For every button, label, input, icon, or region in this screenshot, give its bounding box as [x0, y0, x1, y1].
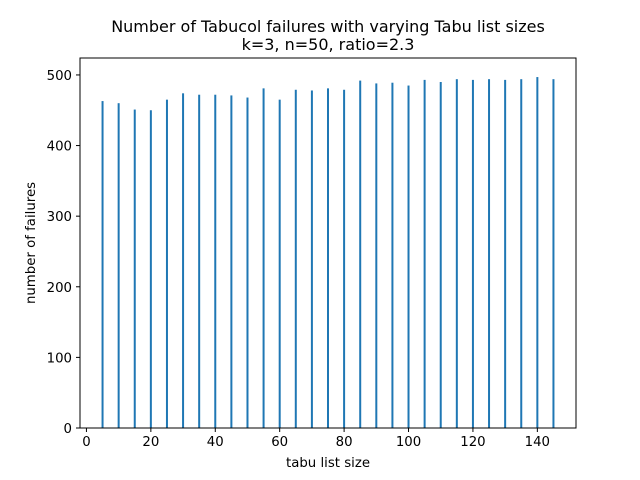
x-tick-label: 20	[142, 435, 159, 450]
y-tick-label: 300	[47, 210, 72, 225]
chart-title: Number of Tabucol failures with varying …	[111, 17, 545, 36]
bar	[262, 88, 265, 429]
bar	[327, 88, 329, 429]
bar	[278, 99, 281, 428]
y-tick-label: 200	[47, 281, 72, 296]
y-tick-label: 100	[47, 351, 72, 366]
bar	[246, 97, 249, 428]
x-tick-label: 60	[271, 435, 288, 450]
x-tick-label: 0	[82, 435, 90, 450]
y-axis-label: number of failures	[24, 182, 39, 304]
chart-subtitle: k=3, n=50, ratio=2.3	[242, 35, 415, 54]
plot-area-frame	[79, 57, 577, 429]
bar	[471, 79, 474, 428]
x-tick-label: 140	[525, 435, 550, 450]
bar	[182, 93, 185, 428]
bar	[133, 109, 136, 429]
bar	[359, 80, 362, 428]
x-tick-label: 80	[336, 435, 353, 450]
bar	[391, 82, 394, 429]
bar	[455, 79, 458, 429]
bar	[423, 79, 426, 428]
bar	[230, 95, 233, 429]
bar	[310, 90, 313, 428]
bar	[488, 79, 491, 429]
bar	[504, 79, 507, 428]
bar	[214, 94, 217, 428]
bar	[149, 110, 152, 428]
x-axis-label: tabu list size	[286, 456, 370, 471]
bar	[407, 85, 410, 428]
bar	[375, 83, 378, 429]
bar	[439, 82, 442, 428]
bar	[101, 101, 104, 428]
x-tick-label: 40	[207, 435, 224, 450]
bar	[117, 103, 120, 428]
bar	[343, 89, 346, 429]
bar	[520, 79, 523, 429]
y-axis-ticks: 0 100 200 300 400 500	[47, 69, 80, 437]
x-tick-label: 120	[460, 435, 485, 450]
y-tick-label: 400	[47, 140, 72, 155]
x-tick-label: 100	[396, 435, 421, 450]
y-tick-label: 0	[64, 422, 72, 437]
bar	[536, 77, 539, 428]
x-axis-ticks: 0 20 40 60 80 100 120 140	[82, 428, 550, 450]
bar	[198, 94, 201, 428]
bar	[165, 99, 168, 428]
bars-group	[101, 77, 555, 429]
bar	[552, 79, 555, 429]
bar	[294, 89, 297, 429]
y-tick-label: 500	[47, 69, 72, 84]
